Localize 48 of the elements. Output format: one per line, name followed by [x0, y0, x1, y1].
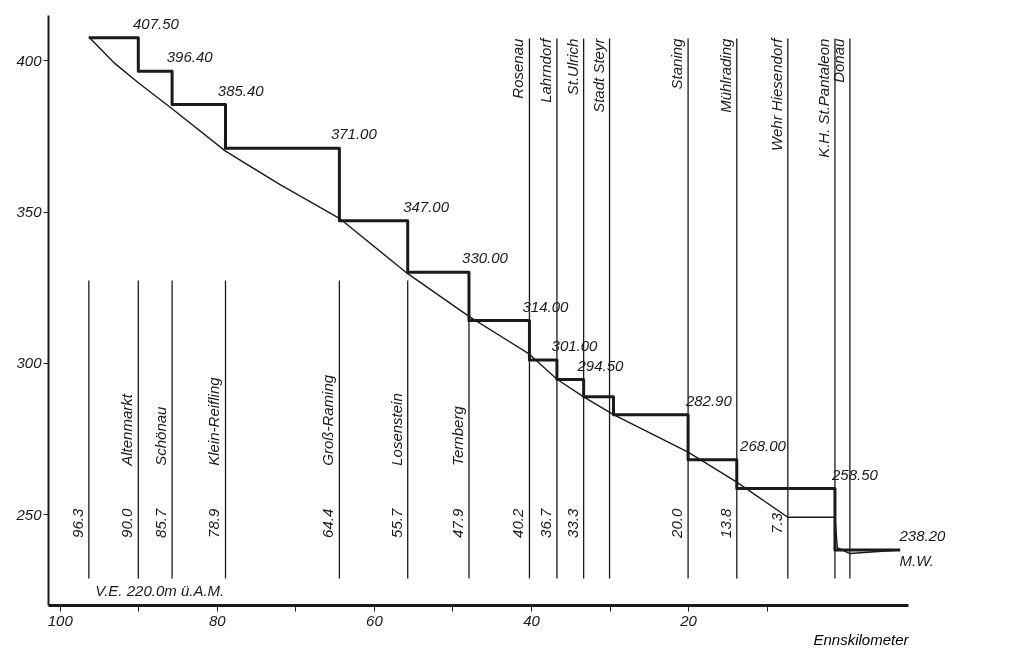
- annotation: 40.2: [509, 508, 527, 538]
- ref-line-label: K.H. St.Pantaleon: [814, 38, 832, 158]
- x-tick-label: 100: [47, 611, 74, 629]
- annotation: 36.7: [536, 508, 554, 538]
- annotation: 96.3: [68, 508, 86, 538]
- x-tick-label: 20: [679, 611, 698, 629]
- y-tick-label: 250: [15, 505, 43, 523]
- annotation: 371.00: [330, 125, 378, 143]
- ref-line-label: Rosenau: [509, 37, 527, 99]
- annotation: 407.50: [132, 14, 180, 32]
- annotation: 330.00: [462, 249, 509, 267]
- y-tick-label: 400: [16, 51, 43, 69]
- ref-line-label: Staning: [668, 37, 686, 90]
- ref-line-label: Wehr Hiesendorf: [767, 36, 785, 151]
- ref-line-label: Mühlrading: [716, 37, 734, 113]
- annotation: 64.4: [319, 508, 337, 538]
- ref-line-label: Losenstein: [387, 393, 405, 466]
- annotation: 55.7: [387, 508, 405, 538]
- annotation: 396.40: [166, 48, 214, 66]
- ref-line-label: Ternberg: [448, 405, 466, 466]
- annotation: 238.20: [898, 526, 947, 544]
- ref-line-label: Schönau: [152, 405, 170, 466]
- annotation: 268.00: [739, 436, 787, 454]
- ref-line-label: Groß-Raming: [319, 374, 337, 466]
- annotation: 7.3: [767, 512, 785, 534]
- ref-line-label: Stadt Steyr: [589, 37, 607, 113]
- annotation: 85.7: [152, 508, 170, 538]
- ref-line-label: St.Ulrich: [563, 38, 581, 96]
- y-tick-label: 300: [16, 354, 43, 372]
- ref-line-label: Altenmarkt: [118, 393, 136, 467]
- annotation: 78.9: [205, 508, 223, 538]
- annotation: 385.40: [217, 81, 265, 99]
- annotation: 90.0: [118, 508, 136, 538]
- y-tick-label: 350: [16, 203, 43, 221]
- annotation: 20.0: [668, 508, 686, 539]
- annotation: 33.3: [563, 508, 581, 538]
- annotation: 13.8: [716, 508, 734, 538]
- annotation: V.E. 220.0m ü.A.M.: [95, 582, 225, 600]
- x-axis-title: Ennskilometer: [813, 630, 910, 648]
- x-tick-label: 60: [366, 611, 384, 629]
- x-tick-label: 40: [523, 611, 541, 629]
- x-tick-label: 80: [209, 611, 227, 629]
- annotation: 347.00: [403, 197, 450, 215]
- ref-line-label: Lahrndorf: [536, 36, 554, 103]
- annotation: M.W.: [899, 551, 934, 569]
- ref-line-label: Klein-Reifling: [205, 376, 223, 466]
- ref-line-label: Donau: [829, 37, 847, 83]
- annotation: 47.9: [448, 508, 466, 538]
